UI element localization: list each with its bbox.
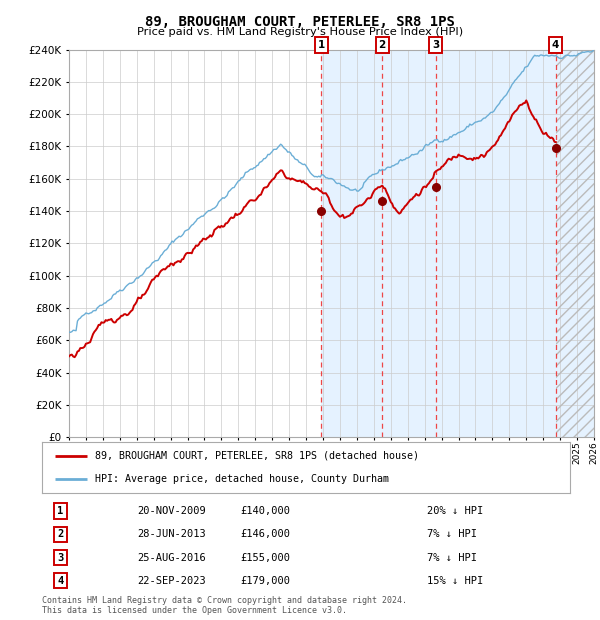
Text: 20% ↓ HPI: 20% ↓ HPI: [427, 507, 484, 516]
Text: 20-NOV-2009: 20-NOV-2009: [137, 507, 206, 516]
Text: 89, BROUGHAM COURT, PETERLEE, SR8 1PS (detached house): 89, BROUGHAM COURT, PETERLEE, SR8 1PS (d…: [95, 451, 419, 461]
Text: £155,000: £155,000: [240, 552, 290, 562]
Text: 1: 1: [317, 40, 325, 50]
Bar: [556, 50, 594, 437]
Text: 3: 3: [432, 40, 439, 50]
Text: 28-JUN-2013: 28-JUN-2013: [137, 529, 206, 539]
Text: 25-AUG-2016: 25-AUG-2016: [137, 552, 206, 562]
Text: 22-SEP-2023: 22-SEP-2023: [137, 575, 206, 585]
Text: 7% ↓ HPI: 7% ↓ HPI: [427, 529, 478, 539]
Text: This data is licensed under the Open Government Licence v3.0.: This data is licensed under the Open Gov…: [42, 606, 347, 615]
Text: 15% ↓ HPI: 15% ↓ HPI: [427, 575, 484, 585]
Text: 4: 4: [552, 40, 559, 50]
Text: £140,000: £140,000: [240, 507, 290, 516]
Text: 7% ↓ HPI: 7% ↓ HPI: [427, 552, 478, 562]
Text: 1: 1: [58, 507, 64, 516]
Text: £179,000: £179,000: [240, 575, 290, 585]
Bar: [321, 50, 594, 437]
Text: 4: 4: [58, 575, 64, 585]
Text: 2: 2: [58, 529, 64, 539]
Text: Contains HM Land Registry data © Crown copyright and database right 2024.: Contains HM Land Registry data © Crown c…: [42, 596, 407, 606]
Text: HPI: Average price, detached house, County Durham: HPI: Average price, detached house, Coun…: [95, 474, 389, 484]
Text: 3: 3: [58, 552, 64, 562]
Text: 2: 2: [379, 40, 386, 50]
Text: Price paid vs. HM Land Registry's House Price Index (HPI): Price paid vs. HM Land Registry's House …: [137, 27, 463, 37]
Text: 89, BROUGHAM COURT, PETERLEE, SR8 1PS: 89, BROUGHAM COURT, PETERLEE, SR8 1PS: [145, 15, 455, 29]
Text: £146,000: £146,000: [240, 529, 290, 539]
